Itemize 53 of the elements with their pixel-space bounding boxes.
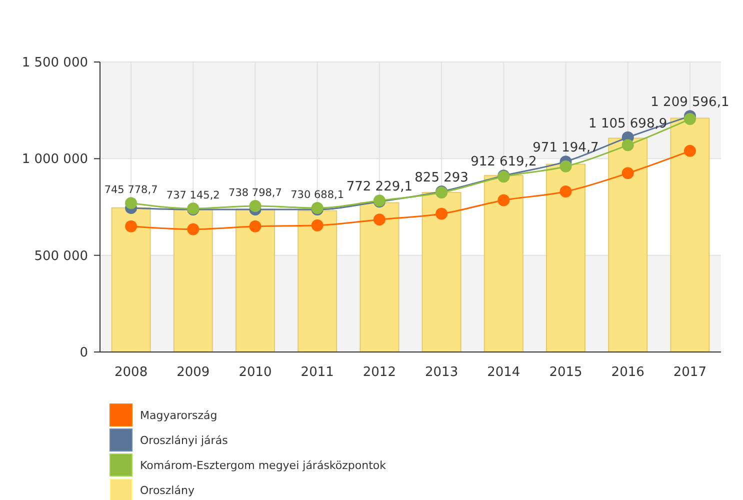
y-tick-label: 0 [80,346,88,361]
x-tick-label: 2008 [114,365,148,380]
x-tick-label: 2013 [425,365,458,380]
bar [298,210,338,352]
data-label: 912 619,2 [470,154,537,170]
point [125,220,138,232]
data-label: 737 145,2 [166,190,220,202]
point [684,113,696,126]
x-tick-label: 2009 [176,365,210,380]
point [373,214,386,226]
data-label: 1 209 596,1 [650,95,730,110]
bar [484,175,524,352]
point [125,197,138,210]
bar [422,192,462,352]
legend-label: Oroszlány [140,484,195,497]
point [560,160,572,172]
point [249,200,262,212]
bar [360,202,400,352]
point [249,220,262,232]
point [436,208,448,220]
y-tick-label: 1 500 000 [22,56,88,71]
x-tick-label: 2016 [611,365,644,380]
legend-label: Oroszlányi járás [140,434,228,447]
data-label: 1 105 698,9 [588,116,668,132]
legend-label: Magyarország [140,408,218,422]
x-tick-label: 2010 [238,365,272,380]
point [622,139,634,152]
data-label: 738 798,7 [228,187,282,200]
x-tick-label: 2011 [300,365,334,380]
y-tick-label: 500 000 [34,248,88,264]
x-tick-label: 2014 [487,365,520,380]
point [684,144,696,157]
x-tick-label: 2015 [549,365,582,380]
point [498,194,510,206]
data-label: 825 293 [414,170,468,186]
data-label: 772 229,1 [346,180,413,195]
point [311,219,324,232]
data-label: 745 778,7 [104,184,158,196]
bar [608,138,648,352]
bar [236,208,275,352]
legend-label: Komárom-Esztergom megyei járásközpontok [140,458,387,472]
data-label: 971 194,7 [532,140,599,156]
bar [111,207,151,352]
bar [670,118,710,352]
point [622,167,634,180]
point [560,186,572,198]
bar [173,208,213,352]
data-label: 730 688,1 [290,188,344,201]
point [187,223,200,236]
x-tick-label: 2012 [362,365,396,380]
y-tick-label: 1 000 000 [22,152,88,168]
x-tick-label: 2017 [673,365,706,380]
bar [546,164,586,352]
